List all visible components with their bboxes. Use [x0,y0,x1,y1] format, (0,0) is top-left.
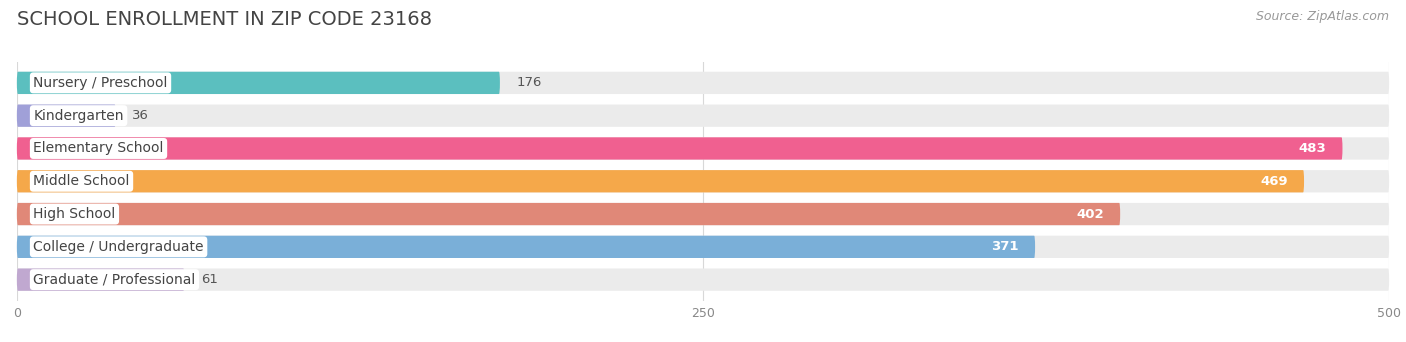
FancyBboxPatch shape [17,203,1121,225]
FancyBboxPatch shape [17,236,1389,258]
Text: College / Undergraduate: College / Undergraduate [34,240,204,254]
Text: Source: ZipAtlas.com: Source: ZipAtlas.com [1256,10,1389,23]
Text: 483: 483 [1298,142,1326,155]
FancyBboxPatch shape [17,170,1389,193]
FancyBboxPatch shape [17,268,184,291]
FancyBboxPatch shape [17,137,1389,160]
Text: 371: 371 [991,240,1018,253]
Text: 36: 36 [132,109,149,122]
Text: 469: 469 [1260,175,1288,188]
Text: SCHOOL ENROLLMENT IN ZIP CODE 23168: SCHOOL ENROLLMENT IN ZIP CODE 23168 [17,10,432,29]
Text: 402: 402 [1076,208,1104,221]
FancyBboxPatch shape [17,203,1389,225]
FancyBboxPatch shape [17,170,1303,193]
FancyBboxPatch shape [17,236,1035,258]
FancyBboxPatch shape [17,137,1343,160]
Text: Kindergarten: Kindergarten [34,109,124,123]
Text: Graduate / Professional: Graduate / Professional [34,273,195,287]
FancyBboxPatch shape [17,72,1389,94]
Text: Nursery / Preschool: Nursery / Preschool [34,76,167,90]
Text: High School: High School [34,207,115,221]
FancyBboxPatch shape [17,268,1389,291]
Text: Middle School: Middle School [34,174,129,188]
Text: 176: 176 [516,76,541,89]
FancyBboxPatch shape [17,105,115,127]
Text: Elementary School: Elementary School [34,142,163,156]
Text: 61: 61 [201,273,218,286]
FancyBboxPatch shape [17,72,501,94]
FancyBboxPatch shape [17,105,1389,127]
